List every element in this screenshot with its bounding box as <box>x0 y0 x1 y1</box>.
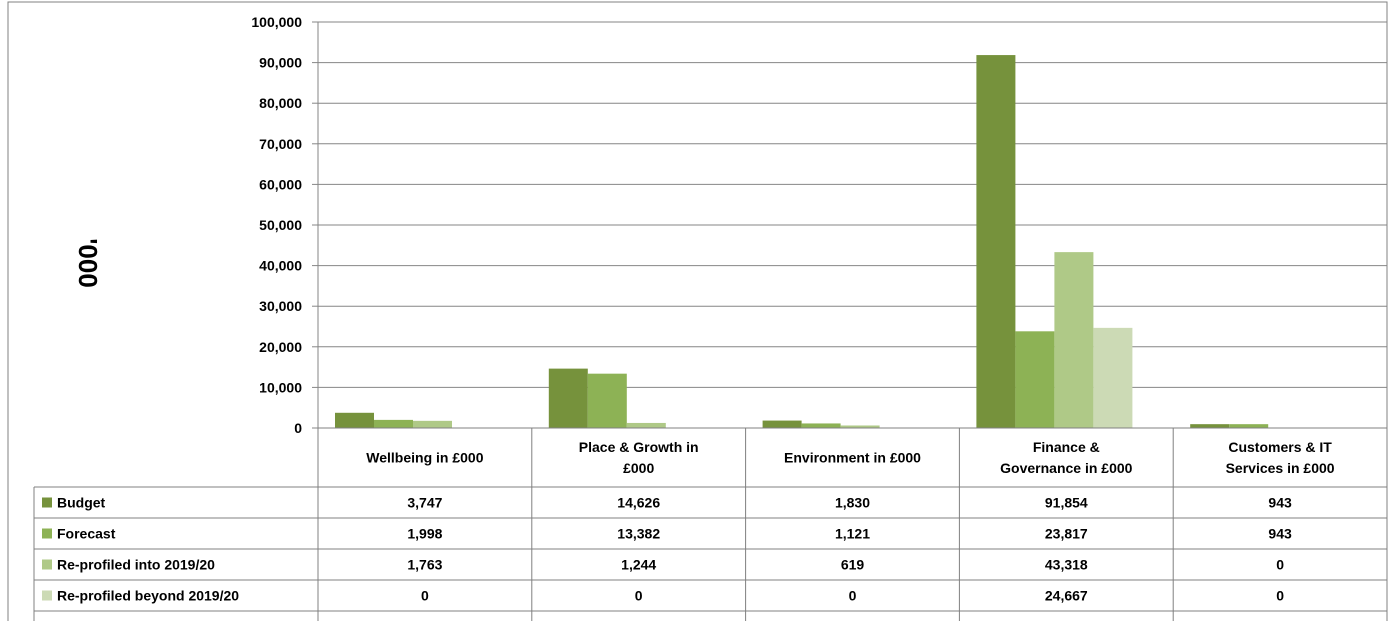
bar-budget <box>762 420 802 428</box>
bar-re-profiled-into-2019-20 <box>1054 252 1094 428</box>
y-tick-label: 10,000 <box>259 379 302 395</box>
bar-budget <box>1190 424 1230 428</box>
legend-swatch <box>42 497 52 508</box>
y-tick-label: 100,000 <box>251 14 302 30</box>
legend-swatch <box>42 559 52 570</box>
bar-re-profiled-into-2019-20 <box>413 420 452 428</box>
y-tick-label: 0 <box>294 420 302 436</box>
data-table: Wellbeing in £000 Place & Growth in £000 En… <box>33 427 1388 621</box>
bar-re-profiled-into-2019-20 <box>626 422 666 428</box>
table-cell-value: 43,318 <box>1045 557 1088 573</box>
bar-budget <box>548 368 588 428</box>
table-cell-value: 1,998 <box>407 526 442 542</box>
table-cell-value: 24,667 <box>1045 588 1088 604</box>
bar-forecast <box>374 419 413 428</box>
bar-forecast <box>801 423 841 428</box>
y-tick-label: 20,000 <box>259 339 302 355</box>
legend-swatch <box>42 528 52 539</box>
table-cell-value: 1,830 <box>835 495 870 511</box>
series-name: Re-profiled into 2019/20 <box>57 557 215 573</box>
table-cell-value: 0 <box>1276 588 1284 604</box>
y-tick-label: 80,000 <box>259 95 302 111</box>
category-label: Wellbeing in £000 <box>366 450 483 466</box>
bar-forecast <box>1229 424 1269 428</box>
table-cell-value: 3,747 <box>407 495 442 511</box>
table-cell-value: 0 <box>849 588 857 604</box>
table-cell-value: 91,854 <box>1045 495 1088 511</box>
table-cell-value: 0 <box>421 588 429 604</box>
category-label: Finance & Governance in £000 <box>1000 439 1133 476</box>
y-axis-tick-labels: 0 10,000 20,000 30,000 40,000 50,000 60,000 70,… <box>251 14 302 436</box>
y-tick-label: 60,000 <box>259 176 302 192</box>
table-cell-value: 1,121 <box>835 526 870 542</box>
series-name: Forecast <box>57 526 116 542</box>
table-cell-value: 14,626 <box>617 495 660 511</box>
table-cell-value: 0 <box>635 588 643 604</box>
y-axis-label: '000 <box>73 238 103 288</box>
y-tick-label: 40,000 <box>259 258 302 274</box>
table-cell-value: 1,244 <box>621 557 656 573</box>
y-tick-label: 70,000 <box>259 136 302 152</box>
bar-forecast <box>1015 331 1055 428</box>
y-tick-label: 30,000 <box>259 298 302 314</box>
table-cell-value: 619 <box>841 557 865 573</box>
series-name: Budget <box>57 495 106 511</box>
chart-border <box>7 1 1388 621</box>
bar-re-profiled-into-2019-20 <box>840 425 880 428</box>
bars <box>335 55 1269 429</box>
legend-swatch <box>42 590 52 601</box>
y-tick-label: 50,000 <box>259 217 302 233</box>
table-cell-value: 943 <box>1268 526 1292 542</box>
table-cell-value: 13,382 <box>617 526 660 542</box>
table-cell-value: 1,763 <box>407 557 442 573</box>
bar-budget <box>976 55 1016 429</box>
bar-forecast <box>587 373 627 428</box>
series-name: Re-profiled beyond 2019/20 <box>57 588 239 604</box>
category-label: Customers & IT Services in £000 <box>1226 439 1335 476</box>
category-label: Environment in £000 <box>784 450 921 466</box>
y-tick-label: 90,000 <box>259 55 302 71</box>
table-cell-value: 23,817 <box>1045 526 1088 542</box>
table-cell-value: 943 <box>1268 495 1292 511</box>
bar-re-profiled-beyond-2019-20 <box>1093 327 1133 428</box>
bar-budget <box>335 412 374 428</box>
gridlines <box>7 1 1388 621</box>
table-cell-value: 0 <box>1276 557 1284 573</box>
category-label: Place & Growth in £000 <box>579 439 699 476</box>
